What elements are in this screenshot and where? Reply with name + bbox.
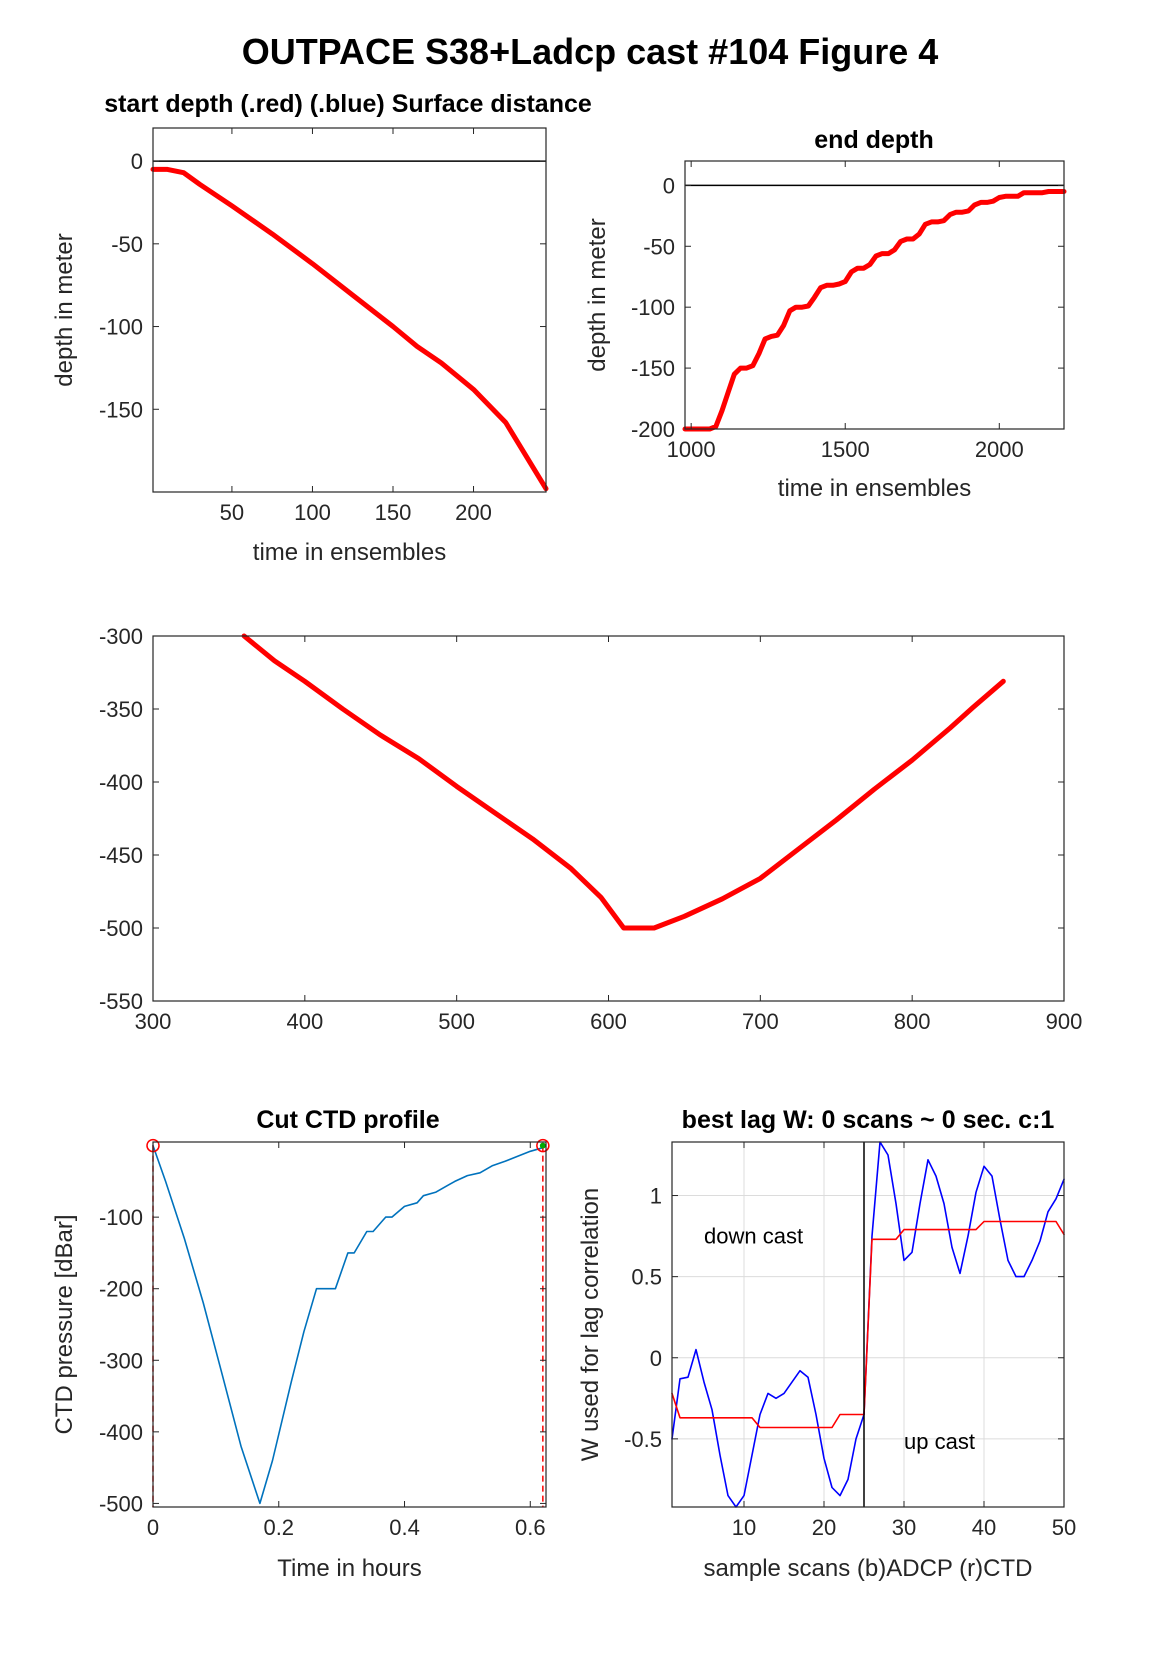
ctd-y-tick-label: -500 [99,1491,143,1516]
lag-y-tick-label: 1 [650,1184,662,1209]
lag-x-tick-label: 40 [972,1515,996,1540]
middle-x-tick-label: 300 [135,1009,172,1034]
lag-y-tick-label: -0.5 [624,1427,662,1452]
ctd-end-marker [536,1138,550,1153]
middle-x-tick-label: 500 [438,1009,475,1034]
ctd-series-ctd-line [152,1144,544,1505]
lag-x-tick-label: 10 [732,1515,756,1540]
start-x-tick-label: 100 [294,500,331,525]
start-y-axis-label: depth in meter [51,233,78,386]
end-y-axis-label: depth in meter [584,218,611,371]
lag-x-tick-label: 20 [812,1515,836,1540]
end-x-axis-label: time in ensembles [778,475,971,502]
start-axes-box [152,127,547,493]
start-x-tick-label: 50 [220,500,244,525]
end-x-tick-label: 1500 [821,437,870,462]
ctd-y-tick-label: -400 [99,1420,143,1445]
middle-x-tick-label: 700 [742,1009,779,1034]
ctd-x-tick-label: 0.2 [263,1515,294,1540]
ctd-x-tick-label: 0 [147,1515,159,1540]
lag-y-axis-label: W used for lag correlation [577,1188,604,1461]
middle-y-tick-label: -450 [99,843,143,868]
lag-title: best lag W: 0 scans ~ 0 sec. c:1 [682,1106,1055,1134]
middle-x-tick-label: 400 [286,1009,323,1034]
lag-y-tick-label: 0 [650,1346,662,1371]
end-y-tick-label: -50 [643,234,675,259]
lag-x-axis-label: sample scans (b)ADCP (r)CTD [704,1555,1033,1582]
start-series-red-line [150,166,549,492]
ctd-y-tick-label: -300 [99,1348,143,1373]
ctd-y-axis-label: CTD pressure [dBar] [51,1214,78,1434]
end-series-red-line [682,189,1067,432]
middle-y-tick-label: -500 [99,916,143,941]
end-axes-box [684,160,1065,430]
start-y-tick-label: 0 [131,149,143,174]
end-y-tick-label: -150 [631,356,675,381]
end-title: end depth [814,126,933,154]
middle-x-tick-label: 800 [894,1009,931,1034]
lag-x-tick-label: 50 [1052,1515,1076,1540]
ctd-x-axis-label: Time in hours [277,1555,422,1582]
ctd-x-tick-label: 0.4 [389,1515,420,1540]
start-title: start depth (.red) (.blue) Surface dista… [104,90,592,118]
start-y-tick-label: -150 [99,397,143,422]
middle-x-tick-label: 600 [590,1009,627,1034]
start-x-tick-label: 150 [375,500,412,525]
middle-axes-box [152,635,1065,1002]
middle-y-tick-label: -550 [99,989,143,1014]
start-y-tick-label: -100 [99,315,143,340]
figure-title: OUTPACE S38+Ladcp cast #104 Figure 4 [242,31,939,72]
ctd-y-tick-label: -100 [99,1205,143,1230]
middle-y-tick-label: -300 [99,624,143,649]
middle-y-tick-label: -400 [99,770,143,795]
lag-axes-box [671,1141,1065,1508]
ctd-title: Cut CTD profile [256,1106,439,1134]
ctd-axes-box [152,1141,547,1508]
lag-series-ctd-line [671,1220,1065,1429]
lag-y-tick-label: 0.5 [631,1265,662,1290]
ctd-end-dot [539,1142,546,1149]
end-y-tick-label: 0 [663,173,675,198]
start-x-tick-label: 200 [455,500,492,525]
ctd-x-tick-label: 0.6 [515,1515,546,1540]
end-y-tick-label: -100 [631,295,675,320]
end-y-tick-label: -200 [631,417,675,442]
start-y-tick-label: -50 [111,232,143,257]
middle-series-red-line [241,633,1006,931]
ctd-y-tick-label: -200 [99,1277,143,1302]
start-x-axis-label: time in ensembles [253,539,446,566]
lag-down-cast-label: down cast [704,1224,803,1249]
middle-x-tick-label: 900 [1046,1009,1083,1034]
end-x-tick-label: 1000 [667,437,716,462]
lag-x-tick-label: 30 [892,1515,916,1540]
lag-up-cast-label: up cast [904,1429,975,1454]
middle-y-tick-label: -350 [99,697,143,722]
end-x-tick-label: 2000 [975,437,1024,462]
